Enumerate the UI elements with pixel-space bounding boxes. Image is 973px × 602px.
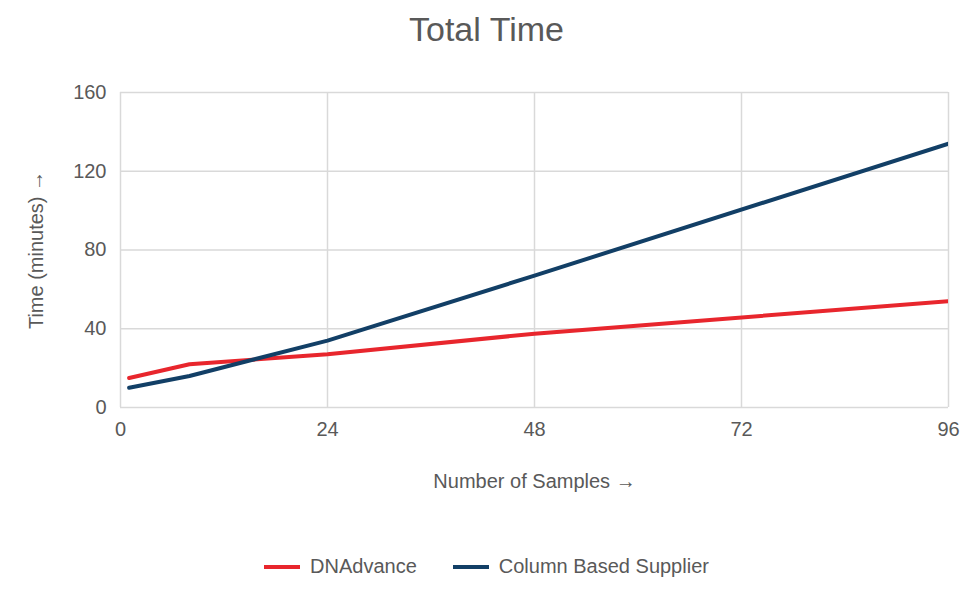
html-text:Column Based Supplier: Column Based Supplier <box>498 555 709 577</box>
svg-text:0: 0 <box>115 418 126 440</box>
svg-text:Time (minutes) →: Time (minutes) → <box>25 171 47 329</box>
svg-text:0: 0 <box>95 396 106 418</box>
svg-text:48: 48 <box>523 418 545 440</box>
svg-text:24: 24 <box>316 418 338 440</box>
svg-text:120: 120 <box>73 160 106 182</box>
svg-text:80: 80 <box>84 238 106 260</box>
svg-text:160: 160 <box>73 81 106 103</box>
svg-text:96: 96 <box>937 418 959 440</box>
svg-text:40: 40 <box>84 317 106 339</box>
html-text:Total Time: Total Time <box>409 10 564 48</box>
svg-text:72: 72 <box>730 418 752 440</box>
html-text:DNAdvance: DNAdvance <box>310 555 417 577</box>
svg-text:Number of Samples →: Number of Samples → <box>433 470 635 492</box>
